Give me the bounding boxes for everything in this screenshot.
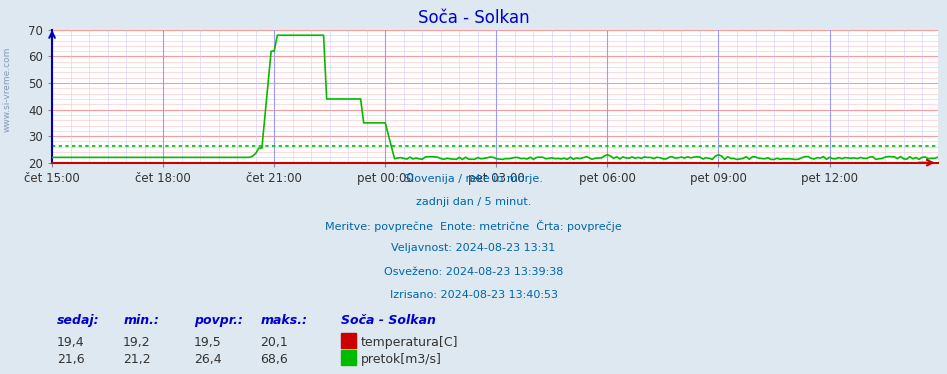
Text: Meritve: povprečne  Enote: metrične  Črta: povprečje: Meritve: povprečne Enote: metrične Črta:… (325, 220, 622, 232)
Text: maks.:: maks.: (260, 313, 308, 327)
Text: Izrisano: 2024-08-23 13:40:53: Izrisano: 2024-08-23 13:40:53 (389, 290, 558, 300)
Text: temperatura[C]: temperatura[C] (361, 336, 458, 349)
Text: 19,5: 19,5 (194, 336, 222, 349)
Text: min.:: min.: (123, 313, 159, 327)
Text: zadnji dan / 5 minut.: zadnji dan / 5 minut. (416, 197, 531, 207)
Text: Veljavnost: 2024-08-23 13:31: Veljavnost: 2024-08-23 13:31 (391, 243, 556, 254)
Text: Slovenija / reke in morje.: Slovenija / reke in morje. (404, 174, 543, 184)
Text: povpr.:: povpr.: (194, 313, 243, 327)
Text: 26,4: 26,4 (194, 353, 222, 366)
Text: 19,2: 19,2 (123, 336, 151, 349)
Text: pretok[m3/s]: pretok[m3/s] (361, 353, 441, 366)
Text: Soča - Solkan: Soča - Solkan (341, 313, 436, 327)
Text: 21,6: 21,6 (57, 353, 84, 366)
Text: sedaj:: sedaj: (57, 313, 99, 327)
Text: 68,6: 68,6 (260, 353, 288, 366)
Text: www.si-vreme.com: www.si-vreme.com (3, 47, 12, 132)
Text: Soča - Solkan: Soča - Solkan (418, 9, 529, 27)
Text: Osveženo: 2024-08-23 13:39:38: Osveženo: 2024-08-23 13:39:38 (384, 267, 563, 277)
Text: 19,4: 19,4 (57, 336, 84, 349)
Text: 21,2: 21,2 (123, 353, 151, 366)
Text: 20,1: 20,1 (260, 336, 288, 349)
